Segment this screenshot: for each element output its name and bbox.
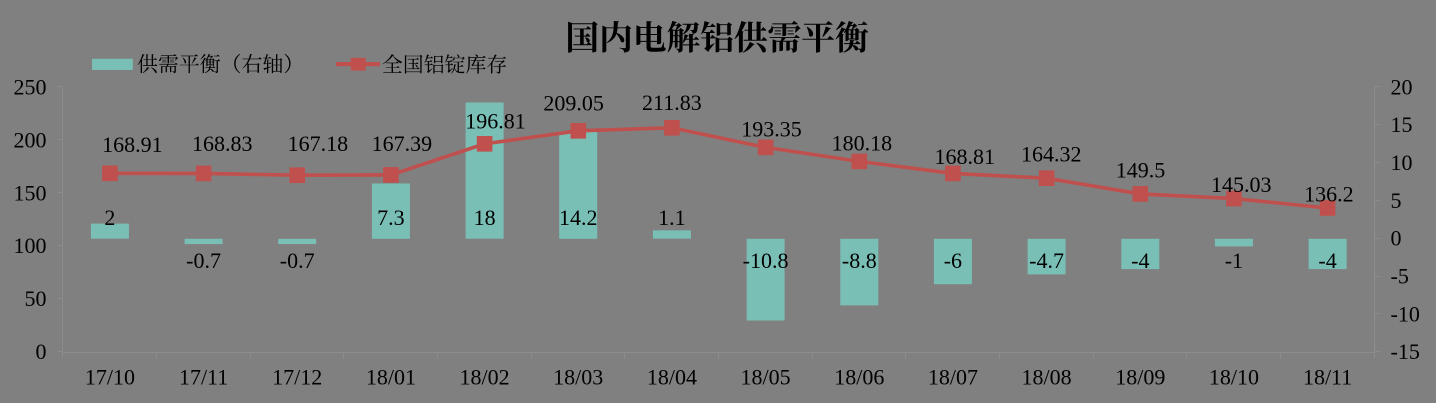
svg-text:250: 250 xyxy=(14,74,47,99)
svg-text:10: 10 xyxy=(1391,150,1413,175)
svg-text:18/04: 18/04 xyxy=(647,365,697,390)
svg-text:164.32: 164.32 xyxy=(1021,142,1082,167)
svg-text:18/01: 18/01 xyxy=(366,365,416,390)
svg-text:145.03: 145.03 xyxy=(1211,172,1272,197)
svg-text:200: 200 xyxy=(14,127,47,152)
svg-text:0: 0 xyxy=(36,339,47,364)
svg-text:18/05: 18/05 xyxy=(741,365,791,390)
svg-text:20: 20 xyxy=(1391,74,1413,99)
svg-text:0: 0 xyxy=(1391,226,1402,251)
svg-text:14.2: 14.2 xyxy=(559,205,598,230)
svg-text:2: 2 xyxy=(104,205,115,230)
svg-text:17/10: 17/10 xyxy=(85,365,135,390)
svg-text:167.39: 167.39 xyxy=(372,131,433,156)
svg-text:18/03: 18/03 xyxy=(553,365,603,390)
svg-text:196.81: 196.81 xyxy=(465,108,526,133)
svg-text:18/10: 18/10 xyxy=(1209,365,1259,390)
svg-text:150: 150 xyxy=(14,180,47,205)
svg-text:-10: -10 xyxy=(1391,301,1420,326)
svg-text:-10.8: -10.8 xyxy=(743,248,789,273)
svg-text:168.91: 168.91 xyxy=(102,132,163,157)
svg-text:18/11: 18/11 xyxy=(1303,365,1352,390)
svg-text:211.83: 211.83 xyxy=(642,90,702,115)
svg-text:17/11: 17/11 xyxy=(179,365,228,390)
svg-text:18/02: 18/02 xyxy=(460,365,510,390)
svg-text:7.3: 7.3 xyxy=(377,205,405,230)
svg-text:15: 15 xyxy=(1391,112,1413,137)
svg-text:193.35: 193.35 xyxy=(741,117,802,142)
svg-text:-5: -5 xyxy=(1391,264,1409,289)
svg-text:-0.7: -0.7 xyxy=(280,248,315,273)
svg-text:18/08: 18/08 xyxy=(1022,365,1072,390)
svg-text:168.81: 168.81 xyxy=(935,144,996,169)
svg-text:-8.8: -8.8 xyxy=(842,248,877,273)
svg-text:149.5: 149.5 xyxy=(1116,157,1166,182)
svg-text:-0.7: -0.7 xyxy=(186,248,221,273)
svg-text:18/06: 18/06 xyxy=(834,365,884,390)
svg-text:-4.7: -4.7 xyxy=(1029,248,1064,273)
svg-text:18/07: 18/07 xyxy=(928,365,978,390)
svg-text:100: 100 xyxy=(14,233,47,258)
svg-text:209.05: 209.05 xyxy=(543,90,604,115)
svg-text:-6: -6 xyxy=(944,248,962,273)
svg-text:-15: -15 xyxy=(1391,339,1420,364)
svg-text:168.83: 168.83 xyxy=(192,131,253,156)
svg-text:136.2: 136.2 xyxy=(1304,182,1354,207)
svg-text:167.18: 167.18 xyxy=(288,131,349,156)
svg-text:18/09: 18/09 xyxy=(1115,365,1165,390)
svg-text:1.1: 1.1 xyxy=(658,205,686,230)
svg-text:5: 5 xyxy=(1391,188,1402,213)
svg-text:-4: -4 xyxy=(1131,248,1149,273)
svg-text:-4: -4 xyxy=(1318,248,1336,273)
svg-text:-1: -1 xyxy=(1225,248,1243,273)
svg-text:50: 50 xyxy=(25,286,47,311)
svg-text:180.18: 180.18 xyxy=(832,131,893,156)
svg-text:18: 18 xyxy=(474,205,496,230)
svg-text:17/12: 17/12 xyxy=(272,365,322,390)
